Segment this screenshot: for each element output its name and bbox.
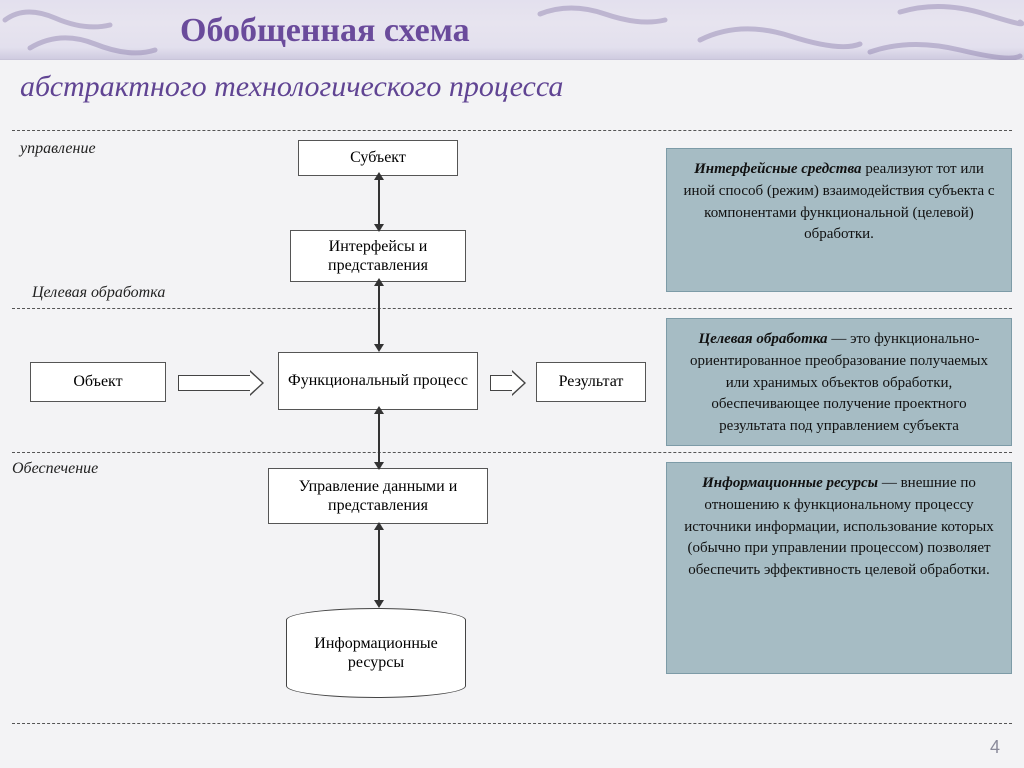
node-label: Объект	[73, 372, 122, 391]
arrow-double-v	[378, 284, 380, 346]
info-panel-target: Целевая обработка — это функционально-ор…	[666, 318, 1012, 446]
arrow-block-right	[490, 370, 526, 396]
node-object: Объект	[30, 362, 166, 402]
info-em: Целевая обработка	[699, 331, 828, 347]
node-label: Управление данными и представления	[275, 477, 481, 515]
node-label: Субъект	[350, 148, 406, 167]
node-interfaces: Интерфейсы и представления	[290, 230, 466, 282]
region-divider	[12, 308, 1012, 309]
node-label: Функциональный процесс	[288, 371, 468, 390]
node-subject: Субъект	[298, 140, 458, 176]
info-panel-interfaces: Интерфейсные средства реализуют тот или …	[666, 148, 1012, 292]
page-subtitle: абстрактного технологического процесса	[20, 70, 563, 104]
region-divider	[12, 452, 1012, 453]
squiggle-decoration	[0, 0, 1024, 60]
arrow-double-v	[378, 178, 380, 226]
header-strip	[0, 0, 1024, 60]
page-number: 4	[990, 737, 1000, 758]
region-divider	[12, 723, 1012, 724]
region-label-management: управление	[20, 140, 96, 158]
node-datamgmt: Управление данными и представления	[268, 468, 488, 524]
node-result: Результат	[536, 362, 646, 402]
region-label-support: Обеспечение	[12, 460, 98, 478]
region-divider	[12, 130, 1012, 131]
page-title: Обобщенная схема	[180, 12, 470, 50]
node-funcproc: Функциональный процесс	[278, 352, 478, 410]
info-panel-infores: Информационные ресурсы — внешние по отно…	[666, 462, 1012, 674]
arrow-double-v	[378, 528, 380, 602]
info-em: Информационные ресурсы	[702, 475, 878, 491]
node-label: Информационные ресурсы	[295, 634, 457, 672]
node-label: Интерфейсы и представления	[297, 237, 459, 275]
arrow-block-right	[178, 370, 264, 396]
node-infores-cylinder: Информационные ресурсы	[286, 608, 466, 698]
node-label: Результат	[559, 372, 624, 391]
arrow-double-v	[378, 412, 380, 464]
info-em: Интерфейсные средства	[694, 161, 861, 177]
region-label-target: Целевая обработка	[32, 284, 165, 302]
